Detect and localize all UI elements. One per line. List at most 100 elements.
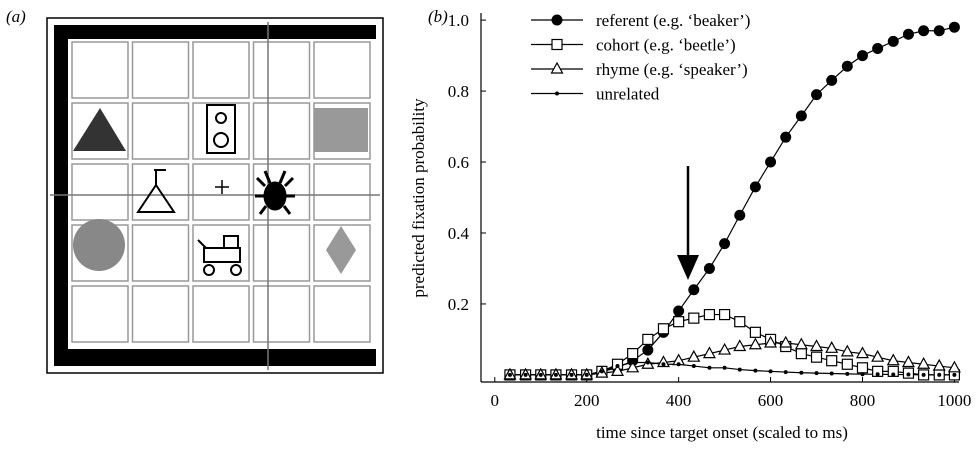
x-tick-label: 0 [491,391,500,410]
marker [550,61,564,74]
marker [795,348,807,360]
marker [810,339,824,352]
marker [507,372,512,377]
marker [811,89,823,101]
marker [826,74,838,86]
marker [703,262,715,274]
marker [856,50,868,62]
marker [855,346,869,359]
marker [642,344,654,356]
marker [551,14,563,26]
cell [71,163,129,221]
y-axis-label: predicted fixation probability [409,98,428,298]
marker [569,372,574,377]
marker [856,362,869,374]
marker [937,372,942,377]
marker [933,25,945,37]
marker [918,25,930,37]
cell [71,285,129,343]
y-tick-label: 0.8 [448,82,469,101]
marker [917,357,931,369]
marker [906,372,911,377]
legend-label: rhyme (e.g. ‘speaker’) [596,60,748,79]
cell [131,41,190,99]
cell [313,41,371,99]
cell [313,163,371,221]
cell [192,41,250,99]
legend-entry: cohort (e.g. ‘beetle’) [531,36,736,55]
marker [780,131,792,143]
y-tick-label: 0.4 [448,224,470,243]
marker [707,365,712,370]
marker [688,284,700,296]
marker [947,360,961,373]
marker [645,360,650,365]
arrow [677,166,699,280]
marker [626,360,640,373]
marker [722,365,727,370]
marker [779,335,793,348]
cell [71,41,129,99]
marker [794,337,808,350]
marker [737,367,742,372]
marker [840,344,854,357]
x-tick-label: 200 [574,391,600,410]
marker [952,372,957,377]
cell [192,163,250,221]
marker [627,348,639,360]
cell [192,285,250,343]
cell [252,224,311,282]
marker [901,355,915,368]
marker [932,358,946,371]
marker [921,372,926,377]
marker [688,312,700,324]
marker [584,372,589,377]
marker [657,323,670,335]
marker [887,35,899,47]
marker [902,28,914,40]
marker [764,335,778,348]
x-tick-label: 1000 [937,391,971,410]
legend-label: referent (e.g. ‘beaker’) [596,11,750,30]
marker [642,333,654,346]
marker [703,308,716,321]
marker [948,21,960,33]
marker [829,371,834,376]
marker [656,355,670,368]
marker [841,60,853,72]
marker [734,316,746,328]
marker [768,369,773,374]
marker [673,316,685,328]
marker [555,91,559,96]
y-tick-label: 1.0 [448,11,469,30]
marker [749,181,761,193]
marker [551,38,563,51]
x-tick-label: 400 [666,391,692,410]
marker [630,360,635,365]
cell [252,102,311,160]
marker [891,372,896,377]
marker [860,372,865,377]
x-tick-label: 800 [850,391,876,410]
marker [845,371,850,376]
panel-label: (b) [428,7,448,26]
marker [765,156,777,168]
marker [795,110,807,122]
marker [676,362,681,367]
legend-entry: referent (e.g. ‘beaker’) [531,11,750,30]
marker [749,326,761,338]
marker [734,209,746,221]
cell [252,285,311,343]
marker [661,362,666,367]
y-tick-label: 0.6 [448,153,469,172]
marker [872,365,884,377]
marker [599,369,604,374]
y-tick-label: 0.2 [448,295,469,314]
marker [783,370,788,375]
marker [538,372,543,377]
marker [523,372,528,377]
marker [748,337,762,350]
display-grid [46,17,384,374]
